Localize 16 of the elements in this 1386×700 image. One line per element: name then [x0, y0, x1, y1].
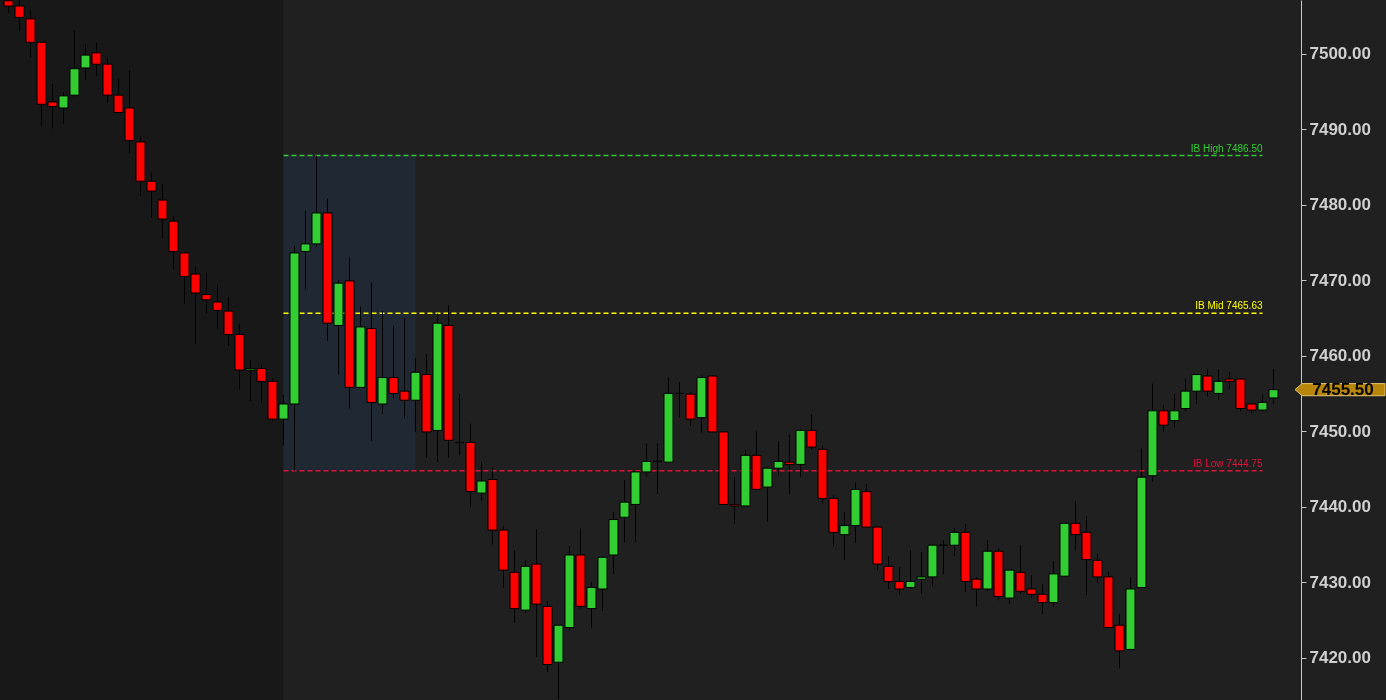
- candlestick: [1268, 368, 1279, 405]
- text: 7455.50: [1312, 379, 1374, 399]
- y-tick-label: 7500.00: [1309, 44, 1371, 64]
- ref-line-label: IB Mid 7465.63: [1195, 300, 1263, 312]
- y-tick-label: 7440.00: [1309, 497, 1371, 517]
- ref-line-label: IB High 7486.50: [1190, 142, 1263, 154]
- y-tick-label: 7490.00: [1309, 119, 1371, 139]
- y-tick-label: 7420.00: [1309, 648, 1371, 668]
- ref-line-label: IB Low 7444.75: [1193, 457, 1263, 469]
- y-tick-label: 7430.00: [1309, 572, 1371, 592]
- candlestick: [157, 183, 168, 240]
- y-tick-label: 7460.00: [1309, 346, 1371, 366]
- y-tick-label: 7480.00: [1309, 195, 1371, 215]
- y-tick-label: 7450.00: [1309, 421, 1371, 441]
- y-tick-label: 7470.00: [1309, 270, 1371, 290]
- candlestick: [201, 272, 212, 314]
